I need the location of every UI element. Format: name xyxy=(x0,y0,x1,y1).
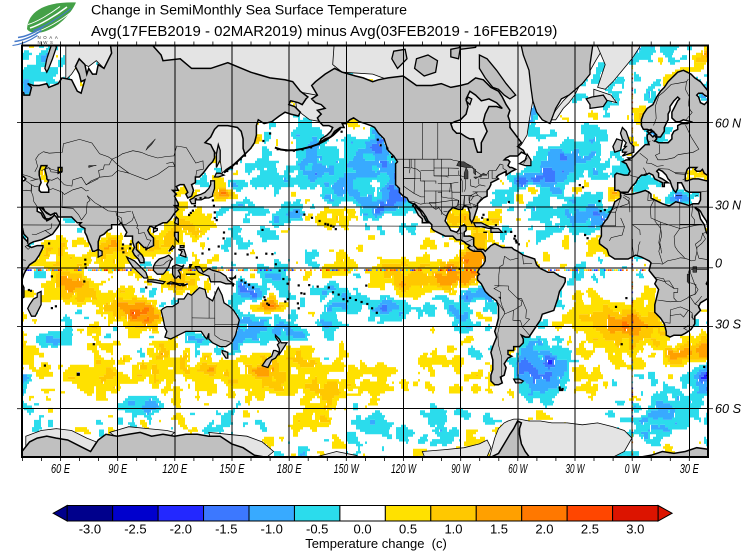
svg-text:60 E: 60 E xyxy=(51,462,70,476)
svg-text:-1.5: -1.5 xyxy=(215,522,237,537)
svg-text:180 E: 180 E xyxy=(277,462,303,476)
svg-text:0.5: 0.5 xyxy=(399,522,417,537)
svg-text:NWS: NWS xyxy=(38,40,56,45)
svg-text:60 S: 60 S xyxy=(715,402,742,416)
svg-text:1.5: 1.5 xyxy=(490,522,508,537)
svg-text:60 W: 60 W xyxy=(508,462,528,476)
svg-text:30 E: 30 E xyxy=(680,462,699,476)
svg-text:120 W: 120 W xyxy=(391,462,417,476)
svg-text:2.0: 2.0 xyxy=(535,522,553,537)
svg-text:Temperature change (c): Temperature change (c) xyxy=(305,536,447,551)
svg-text:90 W: 90 W xyxy=(451,462,471,476)
svg-text:-0.5: -0.5 xyxy=(306,522,328,537)
svg-text:1.0: 1.0 xyxy=(444,522,462,537)
svg-text:-1.0: -1.0 xyxy=(260,522,282,537)
svg-text:-3.0: -3.0 xyxy=(79,522,101,537)
svg-text:0: 0 xyxy=(715,257,722,271)
svg-text:NOAA: NOAA xyxy=(38,35,61,40)
svg-text:-2.0: -2.0 xyxy=(170,522,192,537)
svg-text:60 N: 60 N xyxy=(715,117,742,131)
svg-text:150 E: 150 E xyxy=(220,462,246,476)
svg-text:Avg(17FEB2019 - 02MAR2019) min: Avg(17FEB2019 - 02MAR2019) minus Avg(03F… xyxy=(91,23,557,40)
svg-text:120 E: 120 E xyxy=(162,462,188,476)
svg-text:30 S: 30 S xyxy=(715,317,742,331)
svg-text:2.5: 2.5 xyxy=(581,522,599,537)
svg-text:-2.5: -2.5 xyxy=(124,522,146,537)
svg-text:30 N: 30 N xyxy=(715,198,742,212)
svg-text:0 W: 0 W xyxy=(625,462,641,476)
svg-text:0.0: 0.0 xyxy=(354,522,372,537)
svg-text:3.0: 3.0 xyxy=(626,522,644,537)
svg-text:Change in SemiMonthly Sea Surf: Change in SemiMonthly Sea Surface Temper… xyxy=(91,3,407,19)
svg-text:90 E: 90 E xyxy=(108,462,127,476)
svg-text:30 W: 30 W xyxy=(566,462,586,476)
svg-text:150 W: 150 W xyxy=(334,462,360,476)
